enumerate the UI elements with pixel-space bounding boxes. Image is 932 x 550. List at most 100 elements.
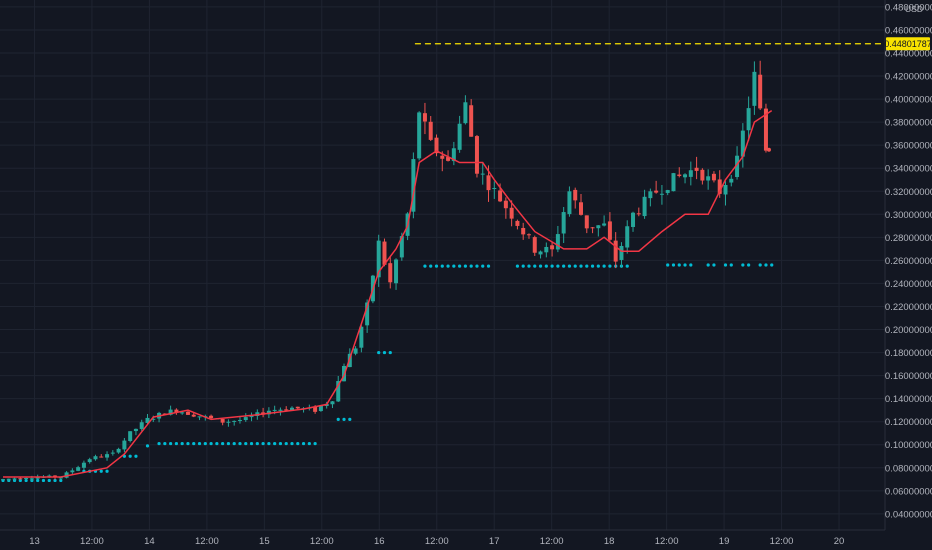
indicator-dot <box>689 263 693 267</box>
indicator-dot <box>579 264 583 268</box>
candle-body <box>278 409 283 411</box>
candle-body <box>711 173 716 181</box>
indicator-dot <box>423 264 427 268</box>
indicator-dot <box>452 264 456 268</box>
candle-body <box>659 193 664 195</box>
candle-body <box>116 448 121 453</box>
indicator-dot <box>307 441 311 446</box>
currency-unit-label: USD <box>905 4 923 14</box>
candle-body <box>81 462 86 468</box>
candle-body <box>122 440 127 450</box>
candle-body <box>226 421 231 423</box>
time-tick-label: 15 <box>259 536 270 547</box>
indicator-dot <box>313 441 317 446</box>
time-tick-label: 13 <box>29 536 40 547</box>
indicator-dot <box>296 441 300 446</box>
candle-body <box>457 123 462 150</box>
candle-body <box>232 420 237 422</box>
price-tick-label: 0.34000000 <box>885 164 932 175</box>
indicator-dot <box>550 264 554 268</box>
indicator-dot <box>567 264 572 268</box>
price-tick-label: 0.38000000 <box>885 118 932 129</box>
indicator-dot <box>463 264 467 268</box>
indicator-dot <box>562 264 566 268</box>
indicator-dot <box>209 441 213 446</box>
candle-body <box>573 189 578 201</box>
high-price-badge-bg <box>886 37 930 51</box>
candle-body <box>625 226 630 248</box>
candle-body <box>209 415 214 419</box>
indicator-dot <box>53 478 57 483</box>
indicator-dot <box>758 263 762 267</box>
candle-body <box>515 220 520 226</box>
candle-body <box>480 173 485 175</box>
indicator-dot <box>741 263 745 267</box>
price-tick-label: 0.22000000 <box>885 302 932 313</box>
candle-body <box>353 348 358 354</box>
candle-body <box>463 102 468 124</box>
price-tick-label: 0.28000000 <box>885 233 932 244</box>
candle-body <box>758 74 763 109</box>
candle-body <box>532 237 537 253</box>
candle-body <box>619 245 624 260</box>
candle-body <box>544 246 549 253</box>
candle-body <box>168 409 173 415</box>
candle-body <box>561 212 566 234</box>
price-tick-label: 0.46000000 <box>885 25 932 36</box>
time-axis[interactable]: 13 12:00 14 12:00 15 12:00 16 12:00 17 12:00 18 12:… <box>29 536 844 547</box>
indicator-dot <box>215 441 219 446</box>
candle-body <box>763 108 768 151</box>
indicator-dot <box>134 454 138 458</box>
candle-body <box>6 478 11 480</box>
indicator-dot <box>105 469 109 473</box>
candle-body <box>451 148 456 162</box>
indicator-dot <box>41 478 46 483</box>
time-tick-label: 16 <box>374 536 385 547</box>
indicator-dot <box>723 263 728 267</box>
candle-body <box>58 477 63 479</box>
time-tick-label: 19 <box>719 536 730 547</box>
candle-body <box>290 407 294 411</box>
candle-body <box>220 418 225 423</box>
candle-body <box>191 414 196 417</box>
time-tick-label: 12:00 <box>310 536 334 547</box>
indicator-dot <box>446 264 450 268</box>
indicator-dot <box>440 264 444 268</box>
candle-body <box>636 213 641 215</box>
candle-body <box>607 221 612 240</box>
price-axis[interactable]: 0.04000000 0.06000000 0.08000000 0.10000000… <box>885 2 932 520</box>
candle-body <box>133 428 138 432</box>
indicator-dot <box>573 264 577 268</box>
indicator-dot <box>261 441 265 446</box>
candle-body <box>735 155 740 177</box>
indicator-dot <box>197 441 202 446</box>
indicator-dot <box>671 263 676 267</box>
indicator-dot <box>481 264 485 268</box>
indicator-dot <box>244 441 248 446</box>
candle-body <box>99 456 104 458</box>
indicator-dot <box>169 441 173 446</box>
time-tick-label: 12:00 <box>425 536 449 547</box>
candle-body <box>411 159 416 212</box>
candle-body <box>12 478 17 480</box>
candle-body <box>87 459 92 463</box>
indicator-dot <box>515 264 520 268</box>
candle-body <box>602 223 607 226</box>
candle-body <box>469 105 474 137</box>
indicator-dot <box>585 264 589 268</box>
candle-body <box>671 173 676 192</box>
high-price-label: 0.44801787 <box>884 39 932 49</box>
candle-body <box>538 251 543 255</box>
time-tick-label: 17 <box>489 536 500 547</box>
indicator-dot <box>36 478 40 483</box>
candle-body <box>139 422 144 429</box>
time-tick-label: 14 <box>144 536 155 547</box>
indicator-dot <box>249 441 254 446</box>
candle-body <box>295 406 300 409</box>
indicator-dot <box>747 263 751 267</box>
candle-body <box>388 263 393 283</box>
indicator-dot <box>47 478 51 483</box>
indicator-dot <box>24 478 28 483</box>
indicator-dot <box>486 264 491 268</box>
